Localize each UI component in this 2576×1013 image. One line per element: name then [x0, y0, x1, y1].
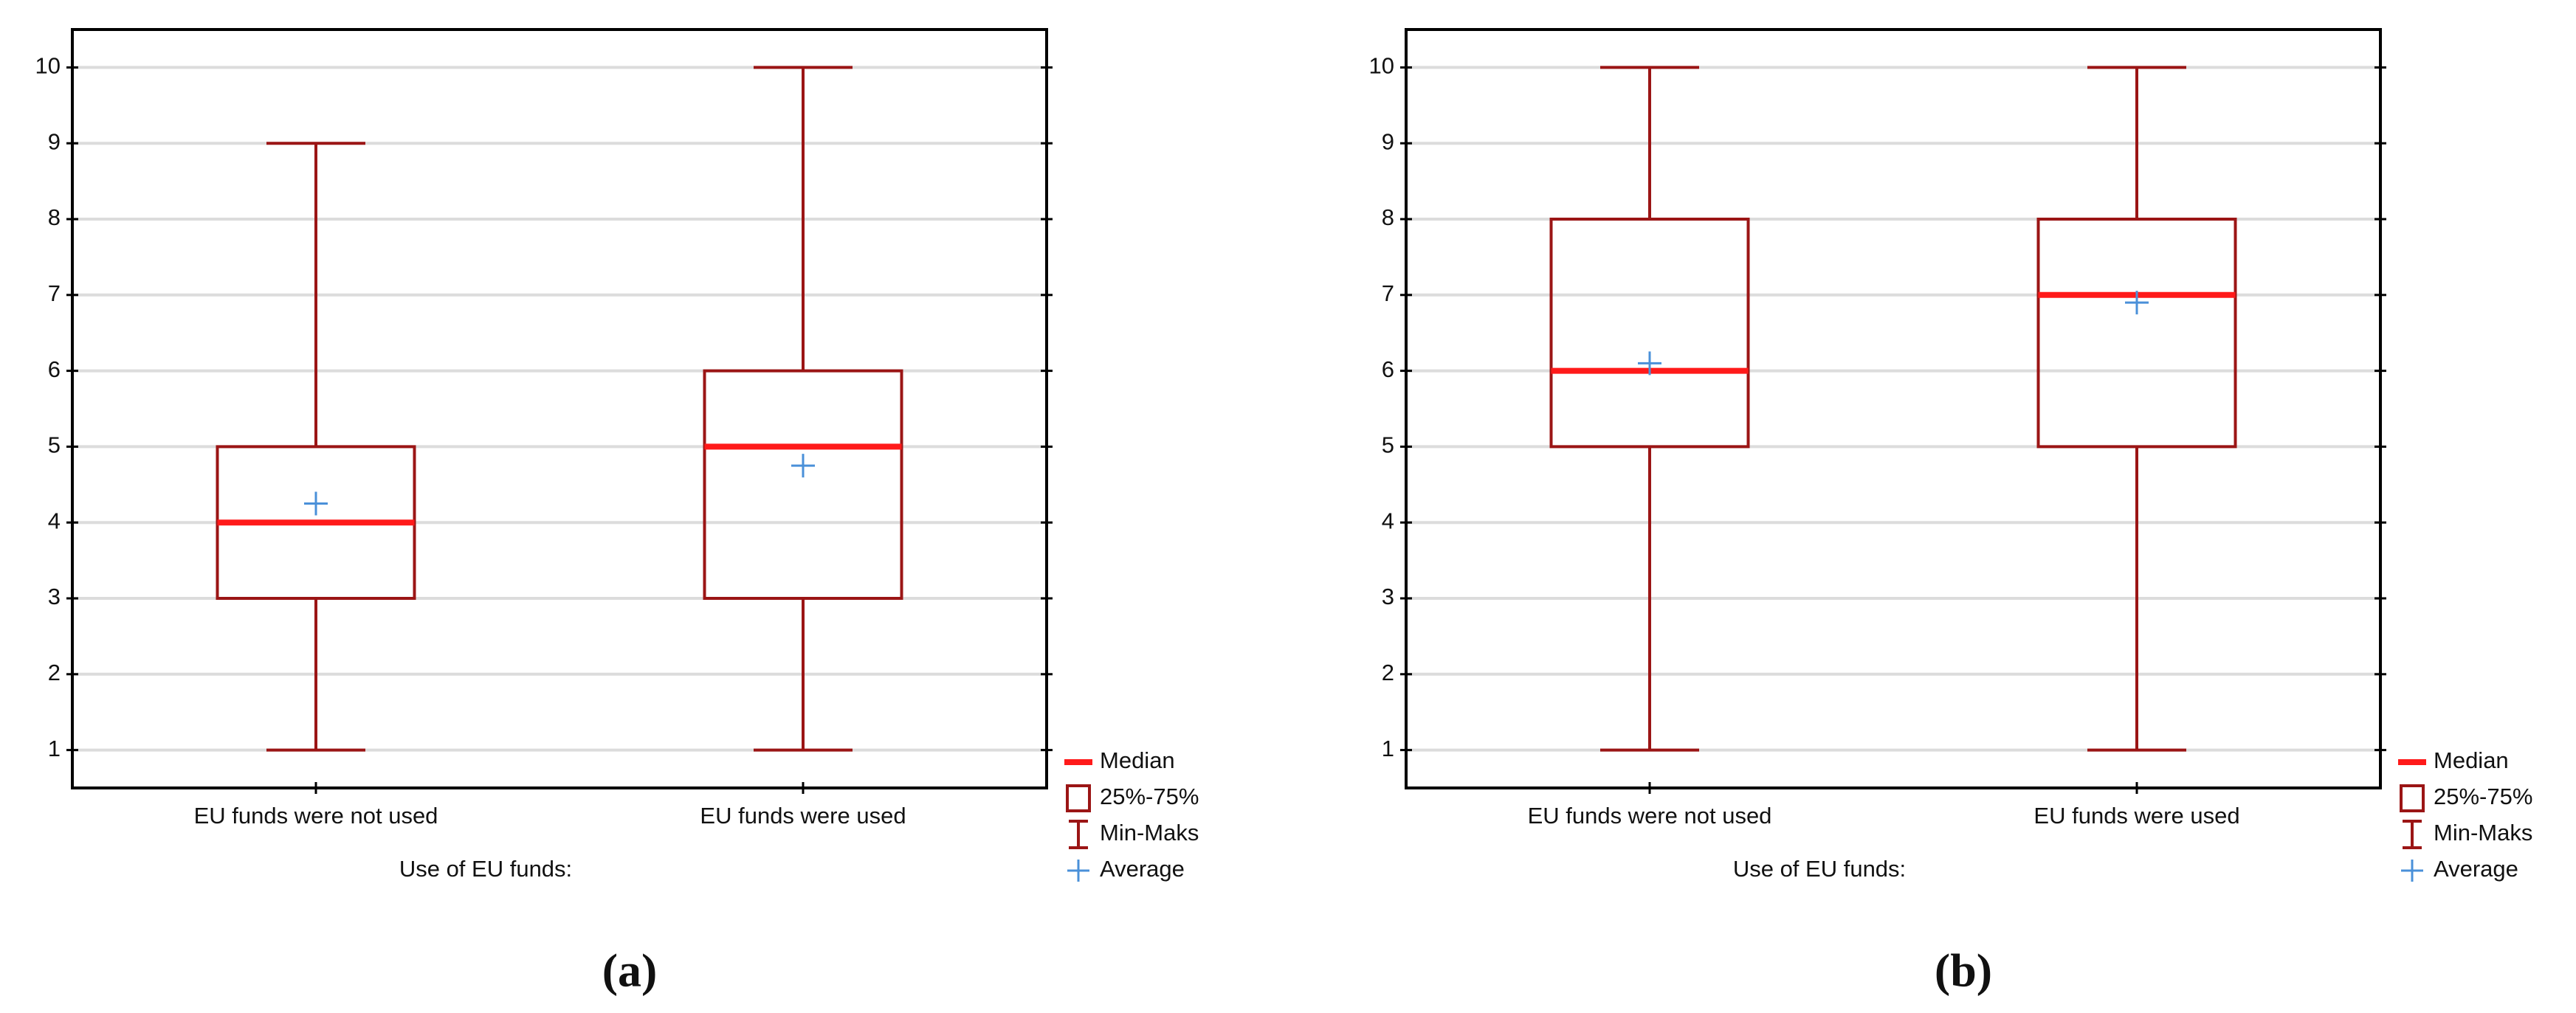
y-tick-label: 3 — [1382, 584, 1394, 609]
legend-whisker — [1069, 820, 1088, 849]
y-tick-label: 9 — [1382, 128, 1394, 154]
y-tick-label: 8 — [48, 204, 61, 230]
caption: (b) — [1935, 944, 1992, 997]
y-tick-label: 10 — [35, 53, 61, 79]
legend-label: 25%-75% — [1100, 784, 1199, 809]
y-tick-label: 10 — [1369, 53, 1394, 79]
legend-label: Min-Maks — [2434, 820, 2532, 846]
y-tick-label: 5 — [48, 432, 61, 458]
y-tick-label: 2 — [1382, 660, 1394, 685]
y-tick-label: 4 — [48, 508, 61, 533]
x-tick-label: EU funds were used — [700, 803, 906, 829]
legend-box — [2400, 784, 2425, 812]
y-tick-label: 5 — [1382, 432, 1394, 458]
box — [1549, 218, 1750, 449]
mean-marker — [791, 454, 815, 478]
mean-marker — [304, 491, 328, 516]
legend-label: Median — [1100, 747, 1175, 773]
mean-marker — [2125, 291, 2149, 315]
y-tick-label: 7 — [48, 280, 61, 306]
legend-label: Average — [1100, 856, 1185, 882]
y-tick-label: 1 — [1382, 736, 1394, 761]
x-axis-title: Use of EU funds: — [399, 856, 572, 882]
x-tick-label: EU funds were not used — [1528, 803, 1772, 829]
y-tick-label: 1 — [48, 736, 61, 761]
y-tick-label: 9 — [48, 128, 61, 154]
x-tick-label: EU funds were used — [2033, 803, 2239, 829]
plot-frame — [1405, 28, 2382, 789]
y-tick-label: 8 — [1382, 204, 1394, 230]
y-tick-label: 6 — [48, 356, 61, 382]
caption: (a) — [602, 944, 658, 997]
y-tick-label: 6 — [1382, 356, 1394, 382]
legend-whisker — [2403, 820, 2422, 849]
box — [2036, 218, 2237, 449]
legend-mean — [2401, 860, 2423, 882]
x-axis-title: Use of EU funds: — [1733, 856, 1906, 882]
y-tick-label: 7 — [1382, 280, 1394, 306]
plot-frame — [71, 28, 1048, 789]
y-tick-label: 4 — [1382, 508, 1394, 533]
legend-label: Average — [2434, 856, 2518, 882]
y-tick-label: 3 — [48, 584, 61, 609]
mean-marker — [1638, 351, 1661, 376]
x-tick-label: EU funds were not used — [194, 803, 438, 829]
box — [703, 369, 903, 600]
legend-mean — [1067, 860, 1089, 882]
legend-label: Min-Maks — [1100, 820, 1199, 846]
legend-label: Median — [2434, 747, 2509, 773]
y-tick-label: 2 — [48, 660, 61, 685]
legend-box — [1066, 784, 1091, 812]
legend-label: 25%-75% — [2434, 784, 2532, 809]
